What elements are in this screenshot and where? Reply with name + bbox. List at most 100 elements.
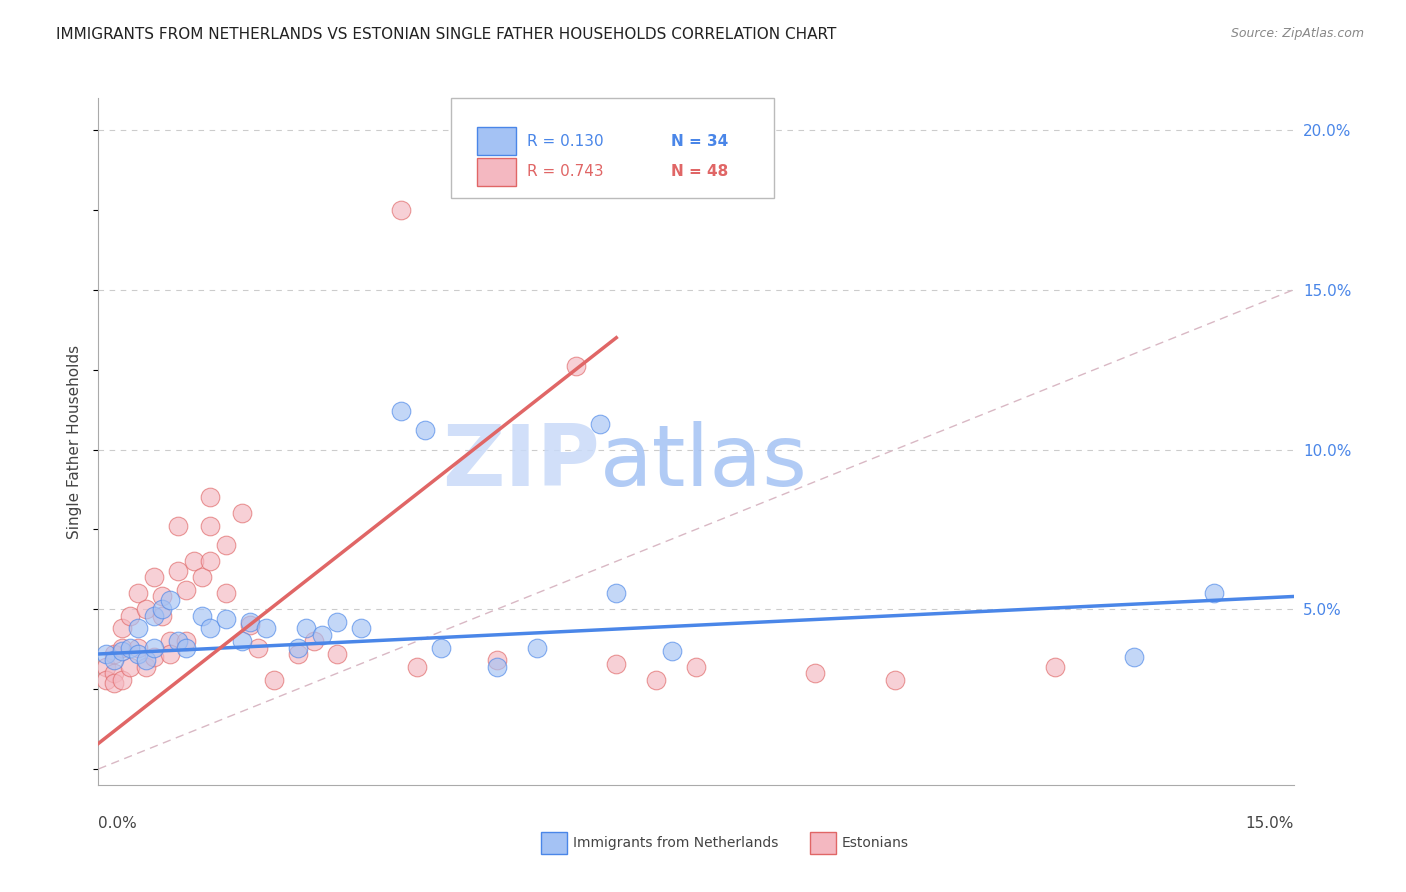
Point — [167, 564, 190, 578]
Point — [96, 673, 118, 687]
Point — [605, 657, 627, 671]
Point — [526, 640, 548, 655]
Point — [96, 659, 118, 673]
Point — [103, 675, 125, 690]
Point — [150, 608, 173, 623]
Point — [215, 538, 238, 552]
Point — [143, 650, 166, 665]
Point — [198, 554, 221, 568]
Text: R = 0.743: R = 0.743 — [527, 164, 605, 179]
Point — [430, 640, 453, 655]
Point — [804, 666, 827, 681]
Text: Source: ZipAtlas.com: Source: ZipAtlas.com — [1230, 27, 1364, 40]
FancyBboxPatch shape — [451, 98, 773, 198]
Point — [1202, 586, 1225, 600]
Point — [231, 634, 253, 648]
FancyBboxPatch shape — [477, 158, 516, 186]
Text: N = 48: N = 48 — [671, 164, 728, 179]
FancyBboxPatch shape — [810, 832, 835, 855]
FancyBboxPatch shape — [541, 832, 567, 855]
Text: ZIP: ZIP — [443, 421, 600, 504]
Point — [326, 615, 349, 629]
Point — [159, 634, 181, 648]
Text: N = 34: N = 34 — [671, 134, 728, 149]
Point — [127, 640, 149, 655]
Point — [159, 592, 181, 607]
Point — [215, 586, 238, 600]
Point — [884, 673, 907, 687]
Point — [143, 608, 166, 623]
Point — [263, 673, 285, 687]
Point — [589, 417, 612, 431]
Point — [350, 622, 373, 636]
Point — [246, 640, 269, 655]
Point — [167, 519, 190, 533]
Point — [167, 634, 190, 648]
Point — [231, 507, 253, 521]
Point — [198, 622, 221, 636]
Point — [143, 570, 166, 584]
Y-axis label: Single Father Households: Single Father Households — [67, 344, 83, 539]
Point — [302, 634, 325, 648]
FancyBboxPatch shape — [477, 127, 516, 155]
Text: R = 0.130: R = 0.130 — [527, 134, 605, 149]
Point — [150, 602, 173, 616]
Point — [120, 608, 142, 623]
Point — [239, 618, 262, 632]
Text: Immigrants from Netherlands: Immigrants from Netherlands — [572, 837, 779, 850]
Text: Estonians: Estonians — [842, 837, 908, 850]
Point — [605, 586, 627, 600]
Point — [485, 653, 508, 667]
Point — [96, 647, 118, 661]
Point — [565, 359, 588, 374]
Point — [174, 634, 197, 648]
Text: atlas: atlas — [600, 421, 808, 504]
Point — [111, 644, 134, 658]
Point — [294, 622, 316, 636]
Text: 0.0%: 0.0% — [98, 816, 138, 830]
Point — [287, 647, 309, 661]
Point — [135, 659, 157, 673]
Point — [198, 491, 221, 505]
Point — [311, 628, 333, 642]
Point — [135, 602, 157, 616]
Point — [645, 673, 668, 687]
Point — [127, 647, 149, 661]
Point — [413, 423, 436, 437]
Point — [254, 622, 277, 636]
Point — [111, 640, 134, 655]
Point — [198, 519, 221, 533]
Point — [326, 647, 349, 661]
Point — [143, 640, 166, 655]
Point — [120, 659, 142, 673]
Point — [150, 590, 173, 604]
Text: IMMIGRANTS FROM NETHERLANDS VS ESTONIAN SINGLE FATHER HOUSEHOLDS CORRELATION CHA: IMMIGRANTS FROM NETHERLANDS VS ESTONIAN … — [56, 27, 837, 42]
Point — [685, 659, 707, 673]
Point — [287, 640, 309, 655]
Point — [103, 647, 125, 661]
Point — [389, 404, 412, 418]
Point — [159, 647, 181, 661]
Point — [103, 653, 125, 667]
Point — [103, 666, 125, 681]
Point — [127, 622, 149, 636]
Point — [661, 644, 683, 658]
Point — [127, 586, 149, 600]
Point — [111, 673, 134, 687]
Point — [174, 583, 197, 598]
Text: 15.0%: 15.0% — [1246, 816, 1294, 830]
Point — [120, 640, 142, 655]
Point — [135, 653, 157, 667]
Point — [111, 622, 134, 636]
Point — [389, 202, 412, 217]
Point — [183, 554, 205, 568]
Point — [191, 608, 214, 623]
Point — [174, 640, 197, 655]
Point — [215, 612, 238, 626]
Point — [239, 615, 262, 629]
Point — [406, 659, 429, 673]
Point — [485, 659, 508, 673]
Point — [191, 570, 214, 584]
Point — [1123, 650, 1146, 665]
Point — [1043, 659, 1066, 673]
